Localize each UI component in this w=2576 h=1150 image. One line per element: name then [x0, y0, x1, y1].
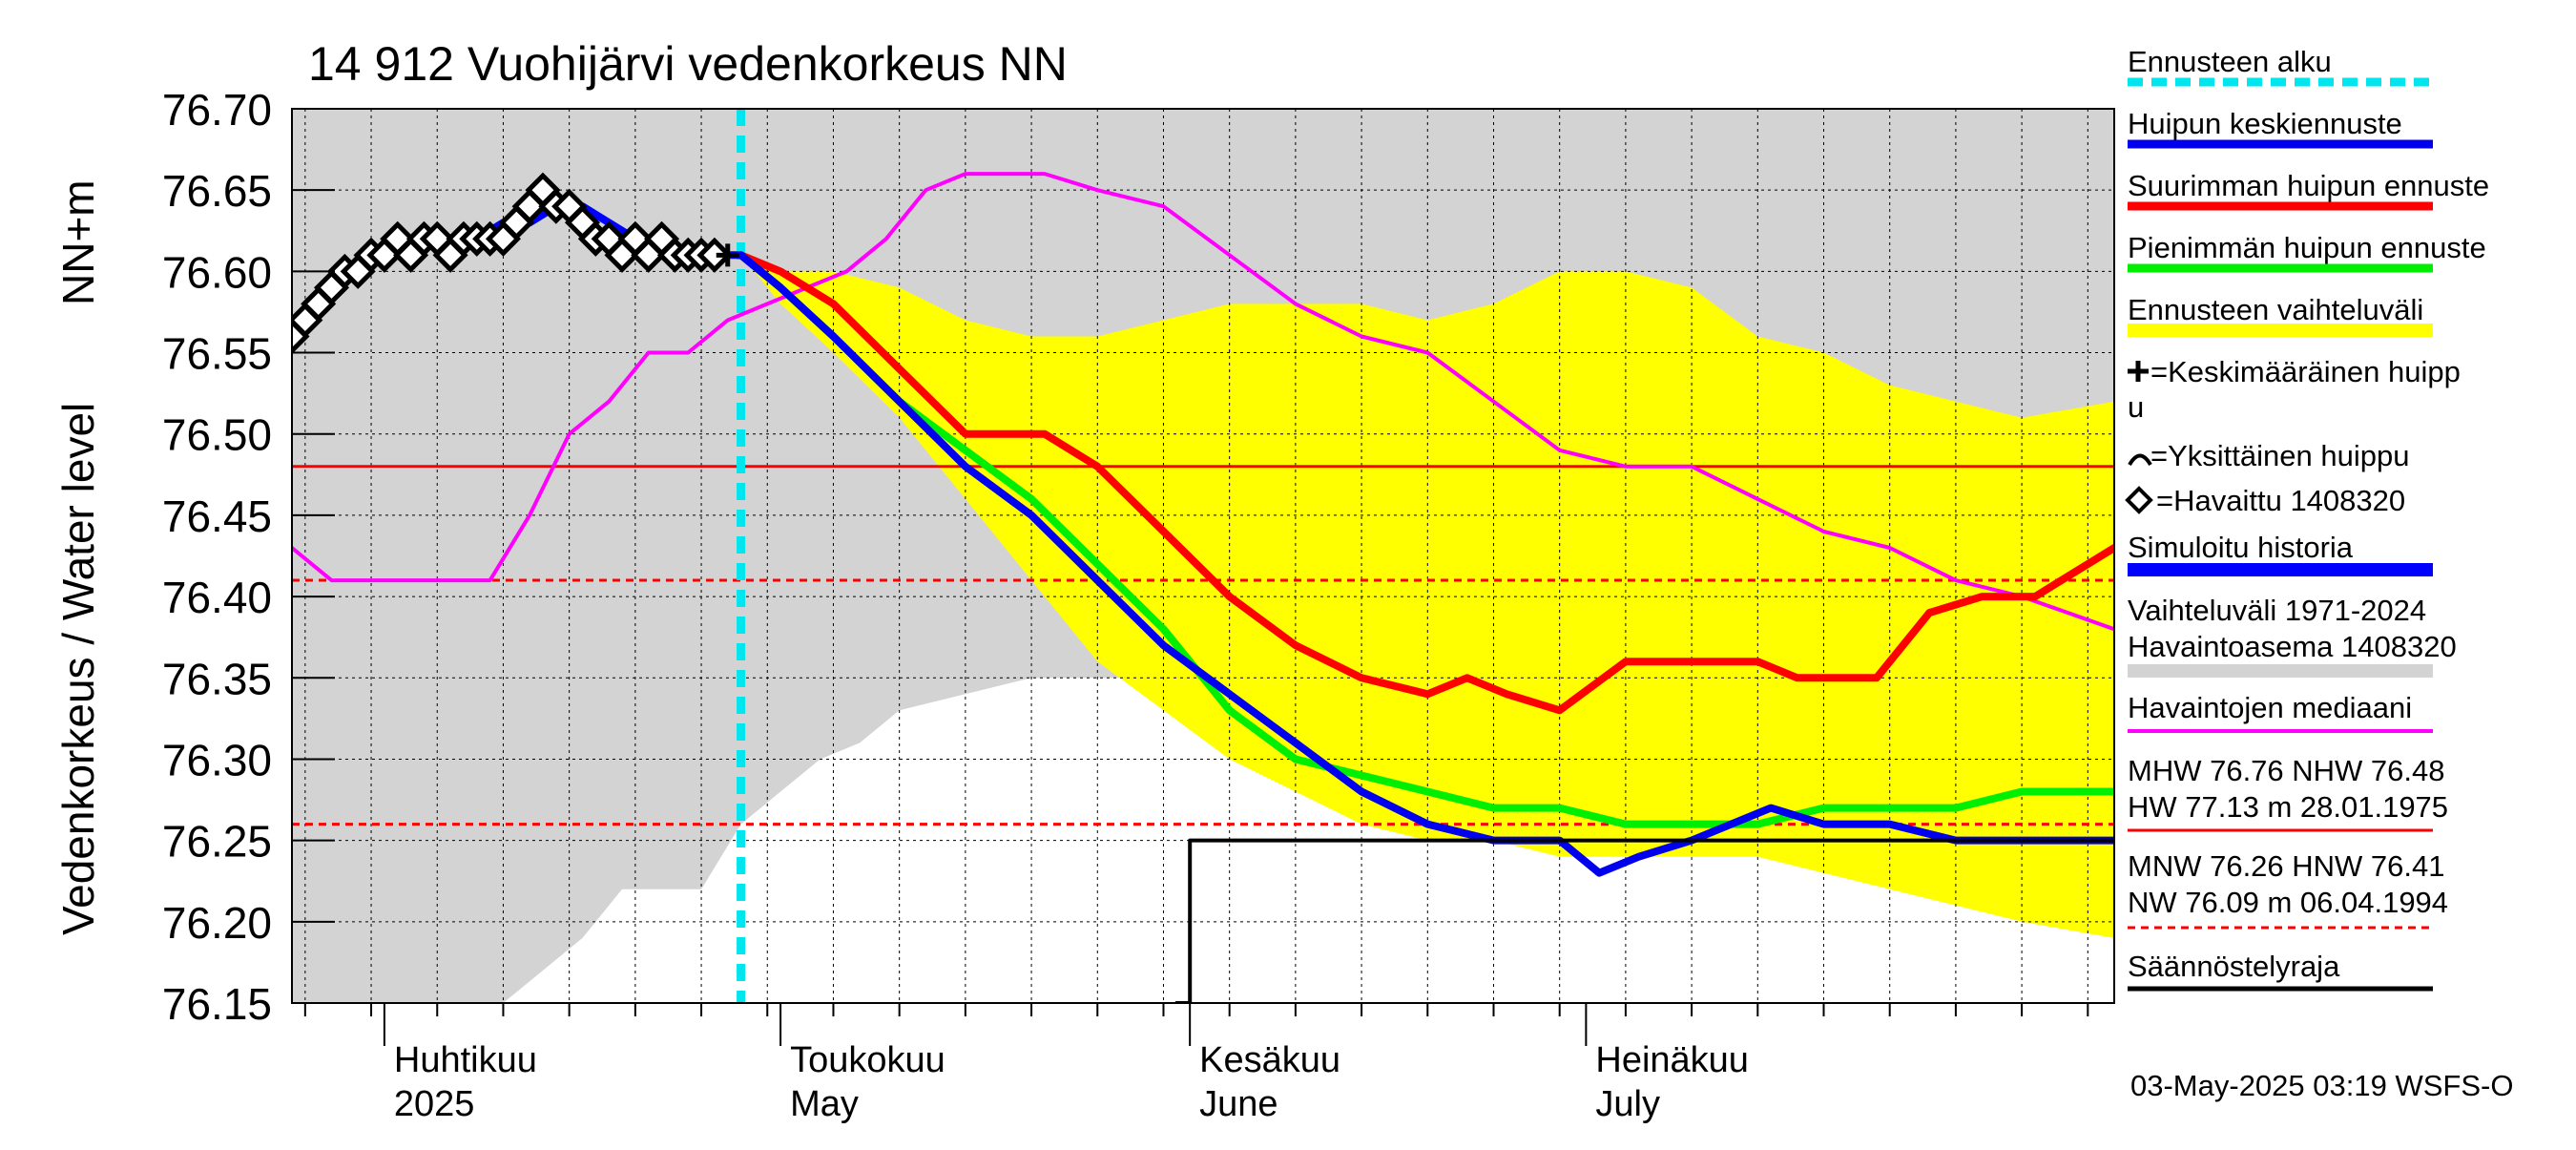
series-havaintojen-mediaani	[292, 172, 2114, 632]
series-s-nn-stelyraja	[1174, 838, 2114, 1003]
legend-label: NW 76.09 m 06.04.1994	[2128, 886, 2448, 919]
y-tick-label: 76.60	[162, 247, 272, 297]
legend-label: Havaintoasema 1408320	[2128, 630, 2457, 663]
legend-label: MNW 76.26 HNW 76.41	[2128, 849, 2445, 883]
x-month-label-en: June	[1199, 1084, 1278, 1124]
x-month-label-fi: Heinäkuu	[1595, 1040, 1749, 1080]
legend-label: Säännöstelyraja	[2128, 950, 2340, 983]
y-tick-label: 76.35	[162, 654, 272, 703]
legend-label: Ennusteen vaihteluväli	[2128, 293, 2423, 326]
y-tick-label: 76.65	[162, 166, 272, 216]
legend-label: Simuloitu historia	[2128, 531, 2354, 564]
observed-point	[696, 237, 733, 273]
legend-label: =Havaittu 1408320	[2156, 484, 2405, 517]
plot-frame	[291, 108, 2115, 1004]
y-tick-label: 76.15	[162, 979, 272, 1029]
series-pienimm-n-huipun-ennuste	[737, 251, 2114, 828]
legend-label: Huipun keskiennuste	[2128, 107, 2402, 140]
y-axis-label: Vedenkorkeus / Water level	[53, 403, 103, 935]
legend-label: u	[2128, 390, 2144, 424]
x-month-label-en: 2025	[394, 1084, 475, 1124]
series-suurimman-huipun-ennuste	[737, 251, 2114, 715]
mean-peak-marker	[716, 243, 739, 267]
x-month-label-fi: Toukokuu	[790, 1040, 945, 1080]
chart-title: 14 912 Vuohijärvi vedenkorkeus NN	[308, 37, 1068, 91]
legend-observed-icon	[2125, 486, 2153, 514]
plot-area	[292, 109, 2114, 1003]
x-month-label-en: July	[1595, 1084, 1660, 1124]
y-tick-label: 76.70	[162, 85, 272, 135]
y-tick-label: 76.40	[162, 573, 272, 622]
y-tick-label: 76.45	[162, 491, 272, 541]
legend-label: Suurimman huipun ennuste	[2128, 169, 2489, 202]
y-tick-label: 76.20	[162, 898, 272, 948]
y-tick-label: 76.50	[162, 410, 272, 460]
legend-single-peak-icon	[2128, 453, 2152, 467]
y-tick-label: 76.30	[162, 735, 272, 784]
x-month-label-en: May	[790, 1084, 859, 1124]
x-month-label-fi: Huhtikuu	[394, 1040, 537, 1080]
y-tick-label: 76.55	[162, 329, 272, 379]
legend-label: =Yksittäinen huippu	[2150, 439, 2409, 472]
y-tick-label: 76.25	[162, 817, 272, 867]
legend-label: Pienimmän huipun ennuste	[2128, 231, 2486, 264]
x-month-label-fi: Kesäkuu	[1199, 1040, 1340, 1080]
y-axis-unit-label: NN+m	[53, 179, 103, 305]
legend-label: Vaihteluväli 1971-2024	[2128, 594, 2426, 627]
legend-label: Ennusteen alku	[2128, 45, 2332, 78]
legend-label: MHW 76.76 NHW 76.48	[2128, 754, 2445, 787]
legend-label: Havaintojen mediaani	[2128, 691, 2412, 724]
legend-mean-peak-icon	[2128, 361, 2149, 382]
footer-timestamp: 03-May-2025 03:19 WSFS-O	[2130, 1069, 2513, 1102]
series-huipun-keskiennuste	[737, 251, 2114, 877]
legend-label: HW 77.13 m 28.01.1975	[2128, 790, 2448, 824]
legend-label: =Keskimääräinen huipp	[2150, 355, 2461, 388]
